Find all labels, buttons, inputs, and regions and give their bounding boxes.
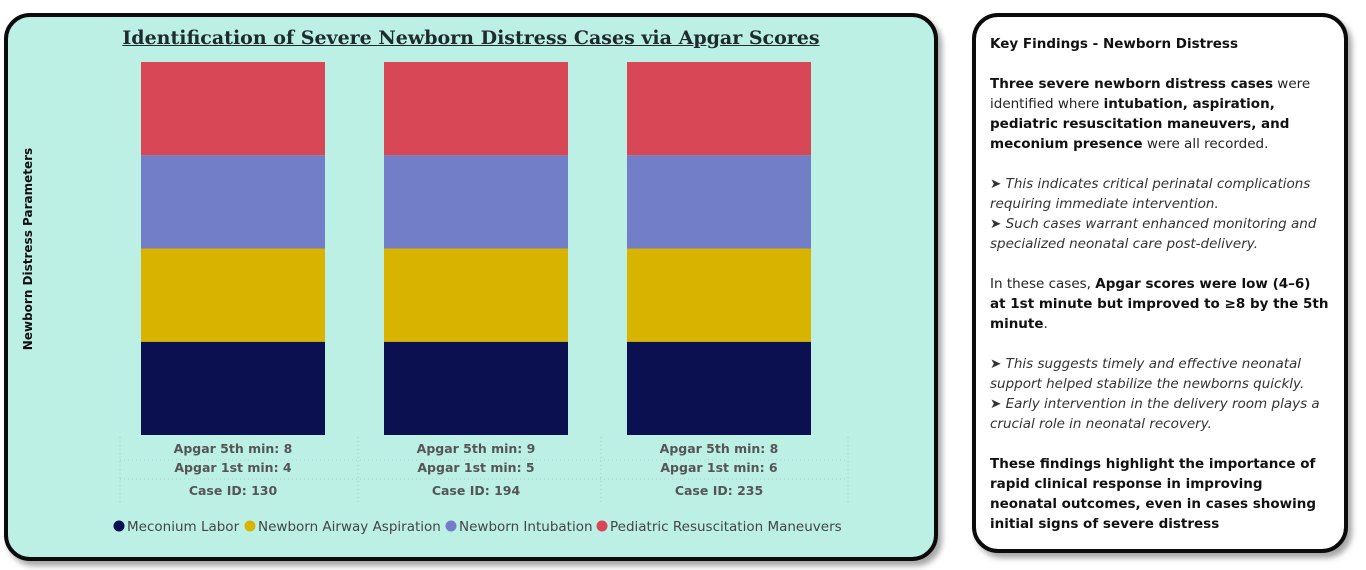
findings-bullet-3: ➤ This suggests timely and effective neo…	[990, 356, 1305, 392]
legend-marker-3[interactable]	[596, 520, 608, 532]
bar-segment-newborn-airway-aspiration-2[interactable]	[627, 248, 811, 342]
findings-paragraph-1: Three severe newborn distress cases were…	[990, 74, 1330, 154]
tick-label-apgar-5th-1: Apgar 5th min: 9	[417, 441, 536, 456]
findings-p3-text-1: In these cases,	[990, 276, 1096, 292]
bar-segment-newborn-intubation-2[interactable]	[627, 155, 811, 249]
bar-segment-meconium-labor-1[interactable]	[384, 341, 568, 435]
findings-p1-bold-2: intubation, aspiration, pediatric resusc…	[990, 96, 1290, 152]
legend-marker-0[interactable]	[113, 520, 125, 532]
bar-segment-pediatric-resuscitation-maneuvers-0[interactable]	[141, 62, 325, 156]
tick-label-case-id-0: Case ID: 130	[189, 483, 278, 498]
tick-label-apgar-1st-0: Apgar 1st min: 4	[174, 460, 292, 475]
key-findings-panel: Key Findings - Newborn Distress Three se…	[972, 13, 1348, 553]
findings-paragraph-4: ➤ This suggests timely and effective neo…	[990, 354, 1330, 434]
findings-bullet-1: ➤ This indicates critical perinatal comp…	[990, 176, 1311, 212]
legend-label-3: Pediatric Resuscitation Maneuvers	[610, 519, 842, 535]
stacked-bar-chart: Newborn Distress Parameters Apgar 5th min…	[21, 62, 849, 535]
tick-label-apgar-5th-0: Apgar 5th min: 8	[174, 441, 293, 456]
chart-title: Identification of Severe Newborn Distres…	[122, 27, 820, 49]
legend-marker-1[interactable]	[244, 520, 256, 532]
chart-panel: Newborn Distress Parameters Apgar 5th min…	[4, 13, 938, 561]
bar-segment-pediatric-resuscitation-maneuvers-1[interactable]	[384, 62, 568, 156]
findings-bullet-2: ➤ Such cases warrant enhanced monitoring…	[990, 216, 1317, 252]
category-label-grid	[119, 437, 849, 503]
bar-segment-newborn-airway-aspiration-0[interactable]	[141, 248, 325, 342]
findings-p3-text-2: .	[1043, 316, 1048, 332]
legend-label-1: Newborn Airway Aspiration	[258, 519, 441, 535]
tick-label-case-id-1: Case ID: 194	[432, 483, 521, 498]
bar-segment-newborn-intubation-0[interactable]	[141, 155, 325, 249]
tick-label-case-id-2: Case ID: 235	[675, 483, 763, 498]
findings-conclusion: These findings highlight the importance …	[990, 456, 1317, 532]
legend-marker-2[interactable]	[445, 520, 457, 532]
findings-bullet-4: ➤ Early intervention in the delivery roo…	[990, 396, 1320, 432]
tick-label-apgar-1st-2: Apgar 1st min: 6	[660, 460, 778, 475]
legend-label-2: Newborn Intubation	[459, 519, 593, 535]
bar-segment-newborn-airway-aspiration-1[interactable]	[384, 248, 568, 342]
findings-p1-text-1: were identified where	[990, 76, 1311, 112]
bar-segment-meconium-labor-0[interactable]	[141, 341, 325, 435]
bar-segment-meconium-labor-2[interactable]	[627, 341, 811, 435]
y-axis-label: Newborn Distress Parameters	[21, 148, 35, 350]
findings-paragraph-3: In these cases, Apgar scores were low (4…	[990, 274, 1330, 334]
findings-p3-bold-1: Apgar scores were low (4–6) at 1st minut…	[990, 276, 1329, 332]
tick-label-apgar-1st-1: Apgar 1st min: 5	[417, 460, 534, 475]
bar-segment-newborn-intubation-1[interactable]	[384, 155, 568, 249]
findings-p1-bold-1: Three severe newborn distress cases	[990, 76, 1273, 92]
legend-label-0: Meconium Labor	[127, 519, 240, 535]
tick-label-apgar-5th-2: Apgar 5th min: 8	[660, 441, 779, 456]
bar-segment-pediatric-resuscitation-maneuvers-2[interactable]	[627, 62, 811, 156]
findings-paragraph-2: ➤ This indicates critical perinatal comp…	[990, 174, 1330, 254]
findings-p1-text-2: were all recorded.	[1142, 136, 1269, 152]
findings-title: Key Findings - Newborn Distress	[990, 36, 1238, 52]
